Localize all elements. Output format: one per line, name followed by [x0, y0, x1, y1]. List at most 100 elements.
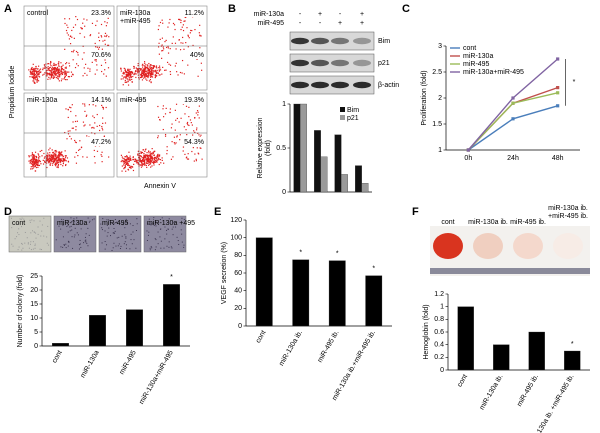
flow-dot: [140, 76, 143, 78]
flow-dot: [42, 69, 44, 71]
flow-dot: [188, 124, 190, 127]
colony-speck: [155, 225, 157, 227]
flow-dot: [47, 78, 49, 80]
flow-dot: [182, 29, 185, 32]
flow-dot: [35, 165, 37, 167]
colony-speck: [106, 219, 108, 221]
flow-dot: [129, 79, 131, 81]
colony-speck: [181, 217, 183, 219]
flow-dot: [141, 160, 143, 162]
flow-dot: [39, 71, 41, 74]
percent: 40%: [190, 52, 204, 59]
flow-dot: [86, 74, 88, 76]
flow-dot: [137, 150, 139, 152]
colony-speck: [80, 228, 82, 230]
flow-dot: [179, 18, 181, 21]
flow-dot: [124, 167, 126, 169]
flow-dot: [32, 68, 34, 70]
flow-dot: [98, 40, 101, 42]
flow-dot: [64, 73, 66, 75]
flow-dot: [176, 136, 178, 138]
flow-dot: [105, 35, 107, 38]
flow-dot: [60, 69, 62, 71]
flow-dot: [164, 113, 167, 115]
flow-dot: [168, 22, 170, 24]
flow-dot: [83, 125, 85, 127]
flow-dot: [36, 75, 38, 77]
flow-dot: [35, 164, 37, 166]
flow-dot: [37, 161, 39, 163]
flow-dot: [169, 64, 172, 66]
flow-dot: [60, 62, 62, 64]
flow-dot: [145, 74, 147, 76]
flow-dot: [154, 150, 156, 152]
flow-dot: [140, 161, 142, 163]
y-tick-label: 2: [438, 95, 442, 102]
colony-speck: [91, 219, 93, 221]
flow-dot: [186, 122, 188, 125]
marker: [511, 101, 515, 105]
flow-dot: [33, 70, 35, 72]
flow-dot: [163, 162, 165, 164]
flow-dot: [149, 160, 151, 162]
flow-dot: [49, 155, 51, 157]
flow-dot: [65, 79, 67, 81]
flow-dot: [38, 70, 40, 72]
flow-dot: [87, 67, 89, 69]
flow-dot: [80, 146, 83, 148]
flow-dot: [126, 75, 128, 77]
flow-dot: [140, 166, 143, 168]
colony-speck: [123, 223, 125, 225]
flow-dot: [74, 139, 76, 142]
flow-dot: [122, 72, 124, 75]
flow-dot: [65, 72, 67, 74]
flow-dot: [145, 64, 147, 66]
flow-dot: [148, 161, 150, 164]
flow-dot: [127, 72, 129, 74]
flow-dot: [64, 76, 66, 78]
flow-dot: [129, 159, 131, 161]
colony-speck: [124, 241, 126, 243]
flow-dot: [144, 62, 146, 64]
colony-speck: [60, 246, 62, 248]
colony-speck: [68, 241, 70, 243]
flow-dot: [155, 74, 157, 76]
flow-dot: [198, 105, 200, 107]
colony-speck: [93, 218, 95, 220]
flow-dot: [82, 121, 85, 123]
flow-dot: [51, 66, 53, 68]
flow-dot: [50, 62, 52, 64]
flow-dot: [160, 162, 162, 164]
colony-speck: [21, 226, 23, 228]
flow-dot: [52, 158, 54, 160]
flow-dot: [50, 72, 52, 74]
flow-dot: [126, 74, 128, 76]
flow-dot: [169, 108, 172, 110]
flow-dot: [194, 117, 196, 119]
flow-dot: [138, 77, 140, 79]
flow-dot: [200, 134, 202, 136]
flow-dot: [30, 155, 32, 157]
flow-dot: [153, 157, 156, 159]
flow-dot: [48, 73, 50, 75]
colony-speck: [69, 226, 71, 228]
flow-dot: [105, 75, 107, 77]
flow-dot: [179, 49, 182, 51]
colony-speck: [65, 247, 67, 249]
y-axis-label: VEGF secretion (%): [221, 242, 228, 304]
flow-dot: [141, 75, 143, 77]
flow-dot: [162, 116, 165, 118]
flow-dot: [67, 108, 69, 111]
flow-dot: [140, 69, 142, 71]
flow-dot: [96, 46, 98, 48]
flow-dot: [123, 158, 125, 160]
flow-dot: [56, 156, 58, 158]
colony-speck: [26, 237, 28, 239]
x-tick-label: miR-495 ib.: [317, 329, 341, 364]
colony-speck: [33, 231, 35, 233]
flow-dot: [180, 19, 182, 22]
flow-dot: [52, 155, 54, 157]
flow-dot: [125, 71, 128, 74]
flow-dot: [58, 80, 60, 82]
flow-dot: [198, 134, 200, 136]
